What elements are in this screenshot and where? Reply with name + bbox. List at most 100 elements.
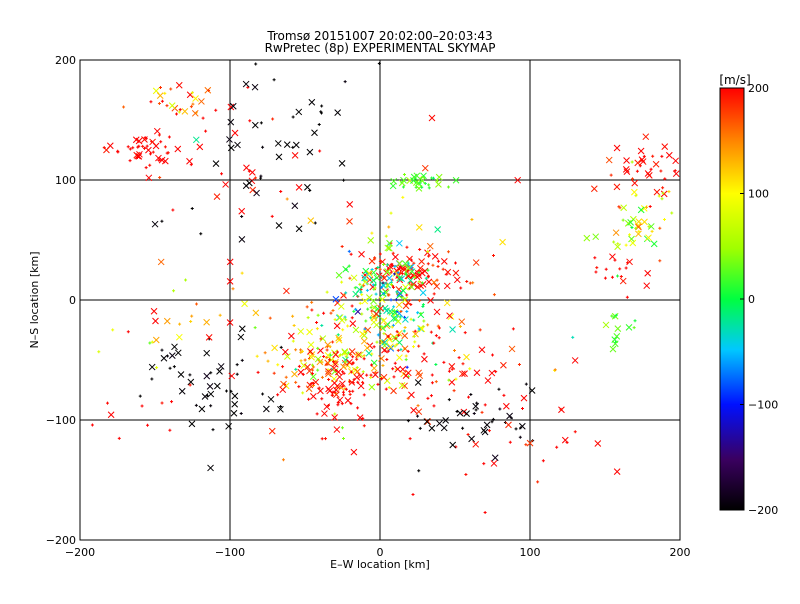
data-point-x — [650, 240, 658, 248]
data-point-plus — [393, 264, 397, 268]
data-point-x — [160, 354, 168, 362]
data-point-plus — [143, 136, 147, 140]
data-point-plus — [630, 225, 634, 229]
data-point-plus — [384, 387, 388, 391]
data-point-plus — [276, 393, 280, 397]
data-point-x — [304, 363, 311, 371]
data-point-plus — [417, 280, 421, 284]
data-point-x — [335, 336, 343, 344]
data-point-x — [647, 223, 655, 230]
data-point-plus — [299, 350, 303, 354]
data-point-plus — [391, 264, 395, 268]
data-point-x — [174, 349, 182, 357]
data-point-x — [335, 334, 342, 342]
data-point-x — [483, 421, 491, 429]
data-point-x — [363, 344, 371, 352]
data-point-plus — [158, 86, 162, 90]
data-point-plus — [492, 293, 496, 297]
data-point-x — [390, 315, 398, 322]
data-point-plus — [294, 380, 298, 384]
data-point-plus — [396, 271, 400, 275]
data-point-x — [629, 239, 637, 247]
data-point-x — [238, 236, 246, 243]
data-point-x — [317, 387, 324, 395]
data-point-x — [628, 235, 635, 243]
data-point-x — [333, 322, 341, 330]
data-point-plus — [541, 459, 545, 463]
data-point-plus — [447, 369, 451, 373]
data-point-x — [307, 341, 315, 349]
data-point-plus — [150, 377, 154, 381]
data-point-plus — [458, 325, 462, 329]
data-point-plus — [348, 276, 352, 280]
data-point-plus — [347, 264, 351, 268]
data-point-plus — [455, 409, 459, 413]
data-point-x — [611, 312, 619, 320]
data-point-plus — [285, 197, 289, 201]
data-point-plus — [373, 283, 377, 287]
data-point-plus — [431, 176, 435, 180]
data-point-x — [385, 274, 393, 282]
data-point-plus — [166, 354, 170, 358]
data-point-plus — [344, 318, 348, 322]
data-point-x — [314, 355, 322, 363]
data-point-x — [321, 410, 328, 417]
data-point-plus — [376, 333, 380, 337]
data-point-x — [307, 348, 314, 355]
data-point-plus — [315, 320, 319, 324]
data-point-plus — [163, 91, 167, 95]
data-point-plus — [148, 152, 152, 156]
data-point-plus — [418, 299, 422, 303]
data-point-plus — [352, 309, 356, 313]
data-point-plus — [354, 307, 358, 311]
data-point-plus — [343, 80, 347, 84]
data-point-plus — [163, 145, 167, 149]
data-point-x — [379, 258, 386, 266]
data-point-x — [326, 387, 334, 395]
data-point-x — [622, 166, 630, 173]
data-point-x — [415, 184, 423, 192]
data-point-x — [625, 324, 633, 331]
data-point-x — [350, 448, 358, 456]
data-point-plus — [157, 101, 161, 105]
data-point-x — [401, 296, 409, 304]
x-tick-label: −200 — [65, 546, 95, 559]
data-point-x — [192, 136, 200, 144]
data-point-x — [319, 335, 327, 342]
data-point-plus — [649, 167, 653, 171]
data-point-plus — [382, 262, 386, 266]
data-point-plus — [235, 363, 239, 367]
data-point-x — [348, 348, 356, 355]
data-point-x — [435, 173, 443, 181]
data-point-x — [384, 244, 392, 252]
data-point-plus — [209, 371, 213, 375]
data-point-x — [325, 385, 332, 393]
data-point-x — [624, 219, 632, 227]
data-point-plus — [421, 305, 425, 309]
data-point-x — [637, 206, 645, 214]
data-point-x — [291, 370, 298, 378]
data-point-plus — [356, 380, 360, 384]
data-point-plus — [416, 414, 420, 418]
data-point-x — [372, 371, 379, 379]
data-point-plus — [306, 316, 310, 320]
data-point-plus — [385, 263, 389, 267]
data-point-x — [402, 316, 409, 323]
data-point-x — [639, 158, 647, 165]
data-point-plus — [312, 365, 316, 369]
data-point-plus — [297, 385, 301, 389]
data-point-plus — [178, 322, 182, 326]
data-point-plus — [159, 140, 163, 144]
data-point-x — [310, 392, 317, 400]
data-point-plus — [148, 341, 152, 345]
data-point-plus — [461, 426, 465, 430]
data-point-plus — [518, 435, 522, 439]
data-point-x — [279, 386, 287, 394]
data-point-plus — [256, 370, 260, 374]
data-point-x — [362, 278, 369, 286]
data-point-plus — [392, 305, 396, 309]
data-point-x — [336, 396, 344, 404]
data-point-x — [203, 318, 210, 326]
data-point-plus — [502, 393, 506, 397]
data-point-x — [171, 343, 178, 351]
